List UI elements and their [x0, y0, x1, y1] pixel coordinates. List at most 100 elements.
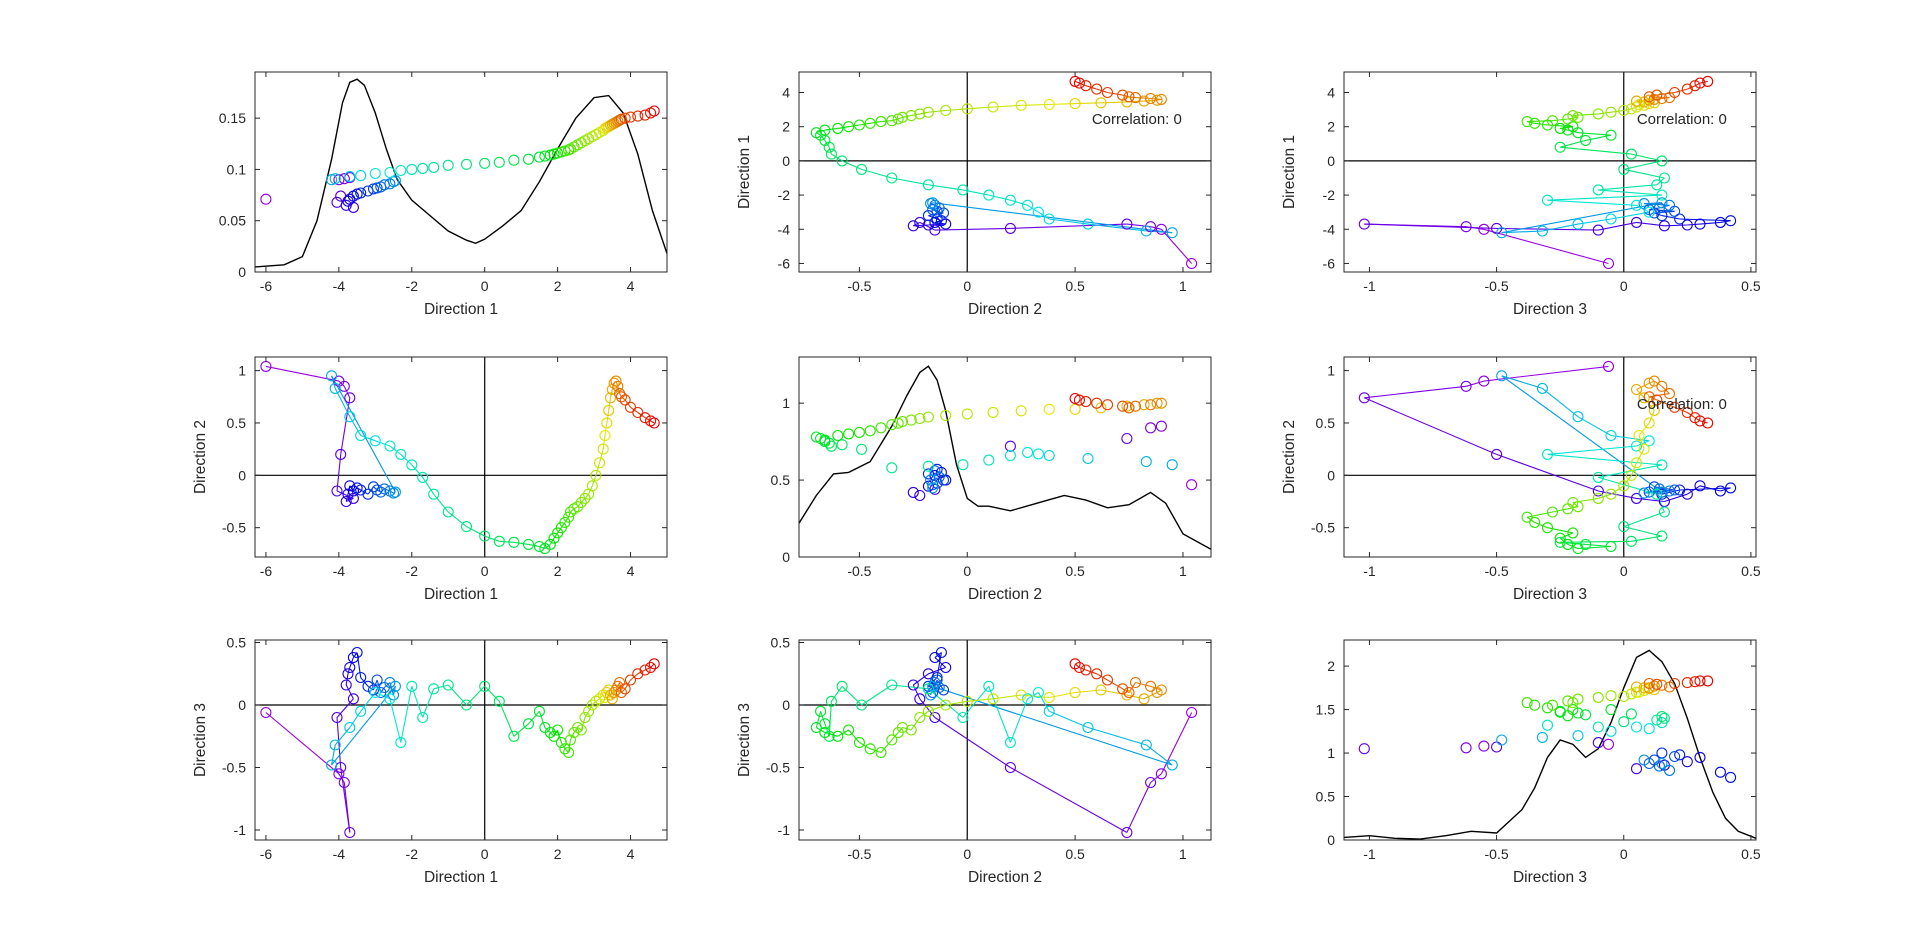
- data-point: [1638, 754, 1650, 766]
- trajectory-segment: [1598, 464, 1663, 478]
- data-point: [442, 506, 454, 518]
- x-tick-label: 0: [963, 563, 971, 579]
- data-point: [384, 676, 396, 689]
- data-point: [1643, 91, 1655, 103]
- y-axis-label: Direction 2: [192, 420, 209, 494]
- data-point: [389, 486, 401, 498]
- subplot-2-2: -0.5 0 0.5 1 0 0.5 1 Direction 2: [771, 356, 1212, 603]
- data-point: [608, 377, 620, 389]
- trajectory-segment: [569, 732, 575, 741]
- trajectory-segment: [1699, 80, 1708, 84]
- x-tick-label: 0: [963, 846, 971, 862]
- data-point: [1536, 225, 1548, 237]
- data-point: [329, 173, 341, 185]
- data-point: [825, 695, 837, 707]
- subplot-2-3: -1 -0.5 0 0.5 -0.5 0 0.5 1 Direction 3 Direction …: [1281, 356, 1761, 603]
- data-point: [1043, 705, 1055, 717]
- data-point: [1117, 400, 1129, 412]
- data-point: [417, 711, 429, 724]
- data-point: [619, 394, 631, 406]
- data-point: [1554, 122, 1566, 134]
- data-point: [575, 496, 587, 509]
- data-point: [387, 487, 400, 499]
- trajectory-segment: [820, 711, 826, 724]
- trajectory-segment: [1664, 224, 1688, 227]
- data-point: [344, 392, 356, 404]
- trajectory-segment: [1483, 228, 1609, 265]
- data-point: [1567, 110, 1579, 122]
- data-point: [1101, 86, 1114, 99]
- y-tick-label: -1: [234, 822, 247, 838]
- trajectory-segment: [1087, 223, 1147, 232]
- data-point: [1658, 172, 1670, 184]
- trajectory-segment: [945, 700, 968, 706]
- trajectory-segment: [1496, 453, 1599, 492]
- data-point: [1117, 89, 1129, 101]
- correlation-annotation: Correlation: 0: [1092, 111, 1182, 128]
- trajectory-segment: [1010, 199, 1028, 206]
- data-point: [508, 536, 520, 548]
- data-point: [335, 448, 347, 460]
- trajectory-segment: [549, 537, 555, 545]
- trajectory-segment: [343, 386, 351, 399]
- data-point: [1529, 516, 1541, 528]
- data-point: [987, 101, 999, 113]
- data-point: [572, 721, 584, 734]
- trajectory-segment: [1501, 230, 1543, 234]
- data-point: [961, 408, 973, 420]
- data-point: [1656, 710, 1668, 723]
- trajectory-segment: [1623, 108, 1632, 112]
- x-tick-label: 0.5: [1741, 846, 1761, 862]
- data-point: [1155, 768, 1167, 780]
- trajectory-segment: [1577, 218, 1612, 225]
- data-point: [1663, 764, 1676, 776]
- data-point: [1625, 148, 1637, 160]
- data-point: [1069, 403, 1081, 415]
- data-point: [1155, 93, 1167, 105]
- data-point: [1082, 721, 1094, 734]
- trajectory-segment: [902, 115, 912, 118]
- data-point: [1004, 449, 1016, 462]
- trajectory-segment: [360, 489, 369, 495]
- trajectory-segment: [841, 685, 862, 706]
- data-point: [601, 417, 613, 429]
- trajectory-segment: [577, 727, 582, 731]
- data-point: [1121, 432, 1133, 445]
- data-point: [1043, 449, 1055, 462]
- data-point: [1095, 97, 1107, 109]
- data-point: [1043, 98, 1055, 111]
- data-point: [1681, 406, 1693, 419]
- data-point: [428, 683, 440, 695]
- data-point: [1080, 80, 1092, 92]
- data-point: [522, 718, 535, 730]
- trajectory-segment: [928, 666, 946, 675]
- data-point: [810, 721, 822, 734]
- data-point: [1140, 739, 1152, 751]
- data-point: [1082, 218, 1094, 230]
- data-point: [1536, 731, 1548, 743]
- data-point: [355, 671, 367, 684]
- x-tick-label: -6: [260, 563, 273, 579]
- data-point: [1592, 184, 1604, 196]
- data-point: [1618, 690, 1630, 703]
- x-tick-label: -0.5: [1485, 846, 1509, 862]
- trajectory-segment: [1572, 113, 1599, 117]
- trajectory-segment: [1135, 681, 1151, 687]
- data-point: [632, 406, 644, 419]
- y-axis-label: Direction 3: [736, 703, 753, 777]
- data-point: [344, 193, 356, 205]
- data-point: [1714, 766, 1726, 778]
- trajectory-segment: [334, 727, 351, 746]
- data-point: [1605, 106, 1617, 118]
- data-point: [1653, 202, 1665, 214]
- data-point: [914, 108, 926, 120]
- y-tick-label: 0.5: [1316, 415, 1336, 431]
- data-point: [1460, 380, 1472, 392]
- trajectory-segment: [1664, 493, 1688, 503]
- x-tick-label: 0: [1620, 278, 1628, 294]
- x-tick-label: 4: [627, 846, 635, 862]
- trajectory-segment: [544, 727, 551, 733]
- trajectory-segment: [1638, 422, 1650, 436]
- data-point: [387, 689, 400, 701]
- data-point: [1602, 738, 1615, 750]
